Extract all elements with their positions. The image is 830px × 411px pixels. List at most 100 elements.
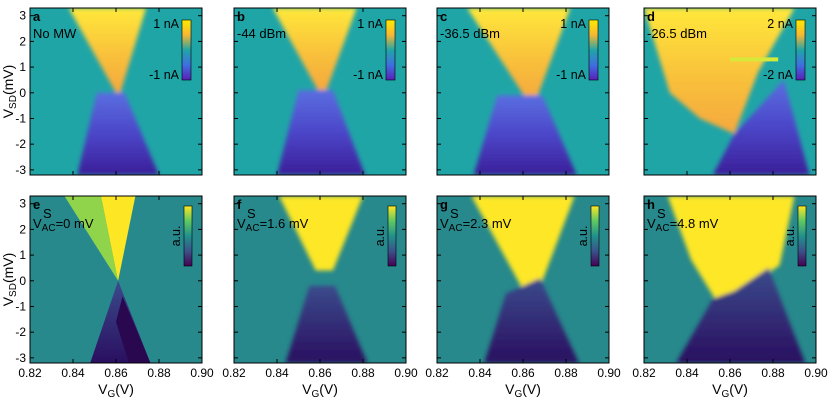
y-tick-label: -2 [15,137,26,151]
panel-annotation: -44 dBm [237,26,286,41]
colorbar [795,19,806,81]
sim-region-negative-core [116,296,151,363]
x-tick-label: 0.88 [761,366,785,380]
panel-letter: a [33,9,41,24]
x-tick-label: 0.82 [18,366,42,380]
x-tick-label: 0.90 [394,366,418,380]
panel-a: 3 2 1 0 -1 -2 -3 VSD(mV) 1 nA -1 nA a No MW [0,7,203,177]
panel-annotation: No MW [33,26,77,41]
panel-d: 2 nA -2 nA d -26.5 dBm [643,7,817,176]
annotation-superscript: S [657,206,666,221]
x-tick-label: 0.90 [597,366,621,380]
y-tick-label: -1 [15,111,26,125]
colorbar [183,205,193,267]
sim-region-positive [471,196,575,294]
current-region-negative [712,79,810,175]
annotation-superscript: S [43,206,52,221]
x-tick-label: 0.86 [718,366,742,380]
colorbar-label: a.u. [169,226,183,247]
x-tick-label: 0.82 [632,366,656,380]
colorbar-min-label: -1 nA [353,68,384,82]
colorbar-label: a.u. [576,226,590,247]
colorbar-max-label: 1 nA [560,17,586,31]
y-tick-label: 2 [19,34,26,48]
sim-region-positive-edge [64,196,119,281]
y-tick-label: 0 [19,274,26,288]
x-tick-label: 0.82 [425,366,449,380]
colorbar-max-label: 1 nA [153,17,179,31]
panel-letter: h [647,197,655,212]
sim-region-negative [484,278,579,363]
panel-letter: d [647,9,655,24]
x-axis-label: VG(V) [712,381,748,400]
panel-letter: c [440,9,447,24]
x-tick-label: 0.90 [804,366,828,380]
panel-letter: g [440,197,448,212]
panel-b: 1 nA -1 nA b -44 dBm [233,7,407,176]
colorbar-min-label: -1 nA [149,68,180,82]
current-region-positive [272,8,357,91]
y-tick-label: 2 [19,222,26,236]
sim-region-negative [285,285,368,363]
x-tick-label: 0.88 [147,366,171,380]
y-axis-label: VSD(mV) [0,65,19,119]
panel-letter: f [237,197,242,212]
colorbar [588,19,599,81]
y-tick-label: -3 [15,163,26,177]
colorbar-label: a.u. [783,226,797,247]
sim-region-negative [676,267,806,363]
panel-annotation: VAC=4.8 mV [647,216,719,234]
colorbar [385,19,396,81]
panel-c: 1 nA -1 nA c -36.5 dBm [436,7,610,176]
current-region-positive [467,8,571,101]
x-tick-label: 0.88 [554,366,578,380]
y-tick-label: 1 [19,60,26,74]
y-tick-label: -2 [15,325,26,339]
x-axis-label: VG(V) [302,381,338,400]
x-axis-label: VG(V) [505,381,541,400]
y-tick-label: 3 [19,9,26,23]
current-region-negative [473,95,577,175]
current-region-negative [277,90,366,175]
x-tick-label: 0.88 [351,366,375,380]
colorbar [590,205,600,267]
panel-e: 3 2 1 0 -1 -2 -30.82 0.84 0.86 0.88 0.90 VG(V) VSD(m… [0,195,214,400]
panel-annotation: VAC=0 mV [33,216,94,234]
colorbar-min-label: -1 nA [556,68,587,82]
panel-annotation: VAC=1.6 mV [237,216,309,234]
x-tick-label: 0.86 [511,366,535,380]
colorbar-max-label: 2 nA [767,17,793,31]
colorbar-label: a.u. [373,226,387,247]
panel-annotation: VAC=2.3 mV [440,216,512,234]
panel-annotation: -36.5 dBm [440,26,500,41]
sim-region-positive [279,196,363,271]
x-tick-label: 0.84 [265,366,289,380]
panel-letter: e [33,197,40,212]
y-axis-label: VSD(mV) [0,253,19,307]
current-region-negative [77,92,159,175]
panel-annotation: -26.5 dBm [647,26,707,41]
colorbar-max-label: 1 nA [357,17,383,31]
x-tick-label: 0.84 [468,366,492,380]
x-axis-label: VG(V) [98,381,134,400]
colorbar [387,205,397,267]
current-region-positive [68,8,147,93]
y-tick-label: -3 [15,351,26,365]
x-tick-label: 0.86 [308,366,332,380]
y-tick-label: 1 [19,248,26,262]
colorbar [797,205,807,267]
x-tick-label: 0.86 [104,366,128,380]
x-tick-label: 0.84 [61,366,85,380]
colorbar [181,19,192,81]
annotation-superscript: S [450,206,459,221]
y-tick-label: 0 [19,86,26,100]
y-tick-label: 3 [19,197,26,211]
y-tick-label: -1 [15,299,26,313]
x-tick-label: 0.84 [675,366,699,380]
annotation-superscript: S [247,206,256,221]
x-tick-label: 0.90 [190,366,214,380]
